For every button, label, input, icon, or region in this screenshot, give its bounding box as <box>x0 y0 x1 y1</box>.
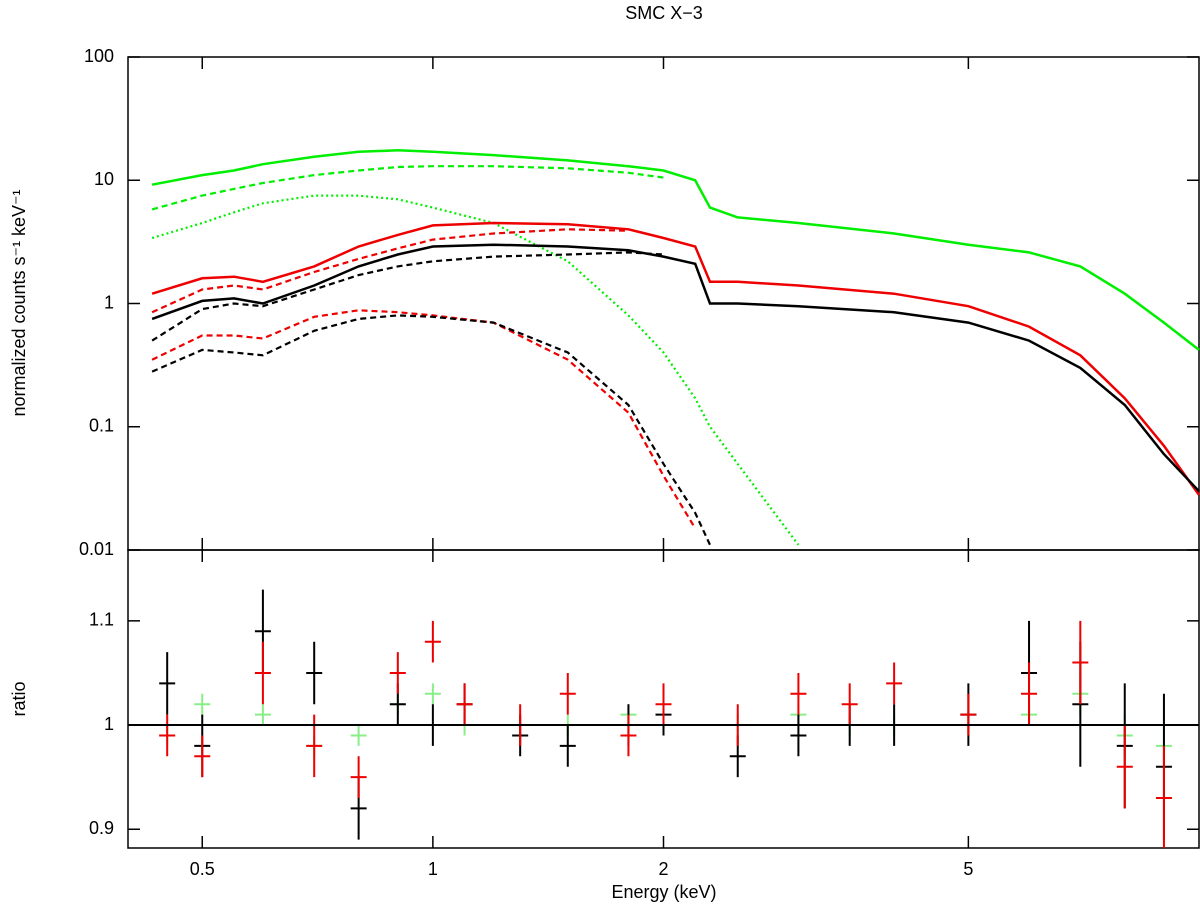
ratio-point <box>456 683 473 726</box>
ratio-point <box>1155 745 1172 848</box>
ratio-point <box>306 641 323 705</box>
ratio-point <box>350 756 367 798</box>
ratio-point <box>159 652 176 715</box>
ratio-point <box>159 714 176 757</box>
ratio-point <box>1021 662 1038 726</box>
y-tick-label: 1.1 <box>89 610 114 630</box>
ratio-point <box>655 683 672 726</box>
x-tick-label: 5 <box>963 859 973 879</box>
ratio-point <box>559 672 576 715</box>
ratio-point <box>254 704 271 726</box>
x-tick-label: 2 <box>658 859 668 879</box>
y-tick-label: 0.01 <box>79 539 114 559</box>
ratio-point <box>424 620 441 663</box>
ratio-point <box>790 714 807 757</box>
x-tick-label: 0.5 <box>190 859 215 879</box>
ratio-point <box>841 683 858 726</box>
ratio-point <box>424 683 441 705</box>
model-curve <box>151 251 664 342</box>
y-axis-label: normalized counts s⁻¹ keV⁻¹ <box>9 189 29 416</box>
y-tick-label: 1 <box>104 292 114 312</box>
model-curve <box>151 165 664 211</box>
x-tick-label: 1 <box>428 859 438 879</box>
x-axis-label: Energy (keV) <box>611 882 716 902</box>
model-curve <box>151 221 1200 496</box>
ratio-point <box>620 714 637 757</box>
y-tick-label: 10 <box>94 169 114 189</box>
plot-area <box>151 149 1200 546</box>
ratio-point <box>194 735 211 778</box>
ratio-point <box>1116 725 1133 809</box>
ratio-point <box>559 725 576 767</box>
y-axis-label: ratio <box>9 681 29 716</box>
model-curve <box>151 149 1200 351</box>
ratio-point <box>886 662 903 705</box>
ratio-point <box>1072 620 1089 705</box>
plot-area <box>128 589 1199 848</box>
y-tick-label: 100 <box>84 46 114 66</box>
model-curve <box>151 314 711 546</box>
y-tick-label: 1 <box>104 714 114 734</box>
chart-title: SMC X−3 <box>625 3 703 23</box>
plot-frame <box>127 56 1200 551</box>
ratio-point <box>350 725 367 746</box>
ratio-point <box>194 693 211 715</box>
model-curve <box>151 309 697 529</box>
y-tick-label: 0.9 <box>89 818 114 838</box>
ratio-point <box>790 672 807 715</box>
y-tick-label: 0.1 <box>89 416 114 436</box>
ratio-point <box>960 693 977 736</box>
ratio-point <box>254 641 271 705</box>
model-curve <box>151 243 1200 493</box>
ratio-point <box>389 652 406 694</box>
model-curve <box>151 194 800 546</box>
ratio-point <box>306 714 323 778</box>
